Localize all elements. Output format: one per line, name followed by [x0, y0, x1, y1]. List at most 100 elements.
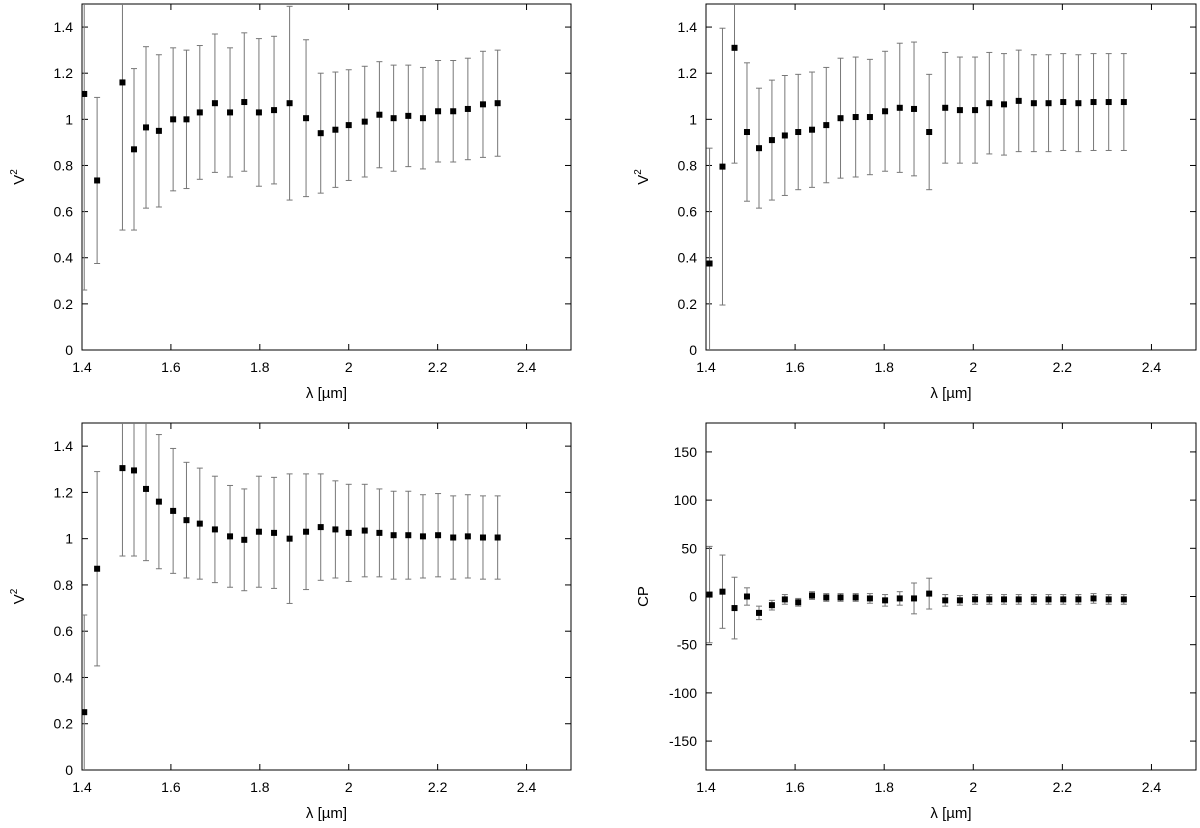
y-axis-label-superscript: 2: [9, 588, 20, 594]
data-point: [972, 596, 979, 603]
x-tick-label: 2.4: [1142, 359, 1162, 375]
y-axis-label-text: V: [11, 594, 28, 604]
data-point: [170, 507, 177, 514]
data-point: [419, 115, 426, 122]
x-tick-label: 2: [969, 779, 977, 795]
chart-panel-1: 1.4 1.6 1.8 2 2.2 2.4 0 0.2 0.4 0.6 0.8 1 1.2 1.4 λ [µ…: [9, 3, 572, 402]
data-point: [131, 146, 138, 153]
data-point: [94, 177, 101, 184]
data-point: [464, 533, 471, 540]
x-tick-label: 1.4: [696, 779, 716, 795]
y-tick-label: 0.8: [54, 577, 74, 593]
y-tick-label: 0: [689, 589, 697, 605]
data-point: [82, 709, 88, 716]
data-point: [317, 130, 324, 137]
y-tick-label: 0: [65, 762, 73, 778]
data-point: [170, 116, 177, 123]
data-point: [1090, 595, 1097, 602]
data-point: [376, 111, 383, 118]
data-point: [719, 163, 726, 170]
y-tick-label: 0.2: [54, 296, 74, 312]
data-point: [211, 100, 218, 107]
data-point: [131, 467, 138, 474]
x-tick-label: 2: [345, 779, 353, 795]
x-tick-label: 1.8: [250, 779, 270, 795]
x-tick-label: 2: [969, 359, 977, 375]
plot-frame: [81, 3, 572, 351]
data-point: [823, 594, 830, 601]
data-point: [986, 596, 993, 603]
data-point: [479, 534, 486, 541]
data-point: [464, 105, 471, 112]
data-point: [255, 109, 262, 116]
y-tick-label: 1: [689, 111, 697, 127]
x-tick-label: 2.2: [428, 779, 448, 795]
y-tick-label: 50: [681, 540, 697, 556]
y-axis-label: V2: [9, 169, 28, 185]
y-axis-label-text: V: [11, 175, 28, 185]
x-tick-label: 1.8: [874, 779, 894, 795]
data-point: [196, 109, 203, 116]
data-point: [743, 129, 750, 136]
data-point: [241, 99, 248, 106]
y-tick-label: 0.2: [54, 716, 74, 732]
data-point: [866, 595, 873, 602]
data-point: [155, 127, 162, 134]
data-point: [942, 104, 949, 111]
data-point: [823, 122, 830, 129]
data-point: [942, 597, 949, 604]
data-point: [896, 104, 903, 111]
data-point: [809, 126, 816, 133]
data-point: [1060, 596, 1067, 603]
x-tick-label: 2.2: [1053, 359, 1073, 375]
y-tick-label: -50: [677, 637, 697, 653]
data-point: [227, 533, 234, 540]
data-point: [837, 594, 844, 601]
data-point: [241, 536, 248, 543]
data-point: [719, 588, 726, 595]
data-point: [435, 108, 442, 115]
data-point: [743, 593, 750, 600]
x-tick-label: 1.8: [250, 359, 270, 375]
y-tick-label: 0.6: [54, 204, 74, 220]
data-point: [361, 527, 368, 534]
data-point: [896, 595, 903, 602]
y-axis-label-text: CP: [635, 586, 652, 607]
data-point: [837, 115, 844, 122]
x-tick-label: 2.2: [1053, 779, 1073, 795]
data-point: [986, 100, 993, 107]
y-tick-label: 0.2: [678, 296, 698, 312]
data-point: [494, 100, 501, 107]
data-point: [419, 533, 426, 540]
x-tick-label: 2: [345, 359, 353, 375]
data-point: [196, 520, 203, 527]
data-point: [956, 107, 963, 114]
data-point: [479, 101, 486, 108]
data-point: [852, 114, 859, 121]
y-tick-label: 0.4: [54, 669, 74, 685]
y-tick-label: 1.2: [54, 484, 74, 500]
x-tick-label: 2.4: [1142, 779, 1162, 795]
data-point: [255, 528, 262, 535]
y-tick-label: 0: [65, 342, 73, 358]
data-point: [911, 105, 918, 112]
data-point: [155, 498, 162, 505]
data-point: [731, 44, 738, 51]
data-point: [390, 532, 397, 539]
x-tick-label: 1.6: [161, 359, 181, 375]
data-point: [1120, 596, 1127, 603]
data-point: [317, 524, 324, 531]
data-point: [345, 529, 352, 536]
data-point: [1105, 596, 1112, 603]
x-axis-label: λ [µm]: [930, 385, 971, 402]
data-point: [1105, 99, 1112, 106]
y-tick-label: 150: [674, 444, 698, 460]
x-tick-label: 1.6: [785, 779, 805, 795]
data-point: [345, 122, 352, 129]
data-layer: [82, 4, 501, 291]
y-tick-label: -150: [669, 733, 697, 749]
y-tick-label: 1.2: [54, 65, 74, 81]
data-point: [706, 260, 713, 267]
data-point: [143, 485, 150, 492]
